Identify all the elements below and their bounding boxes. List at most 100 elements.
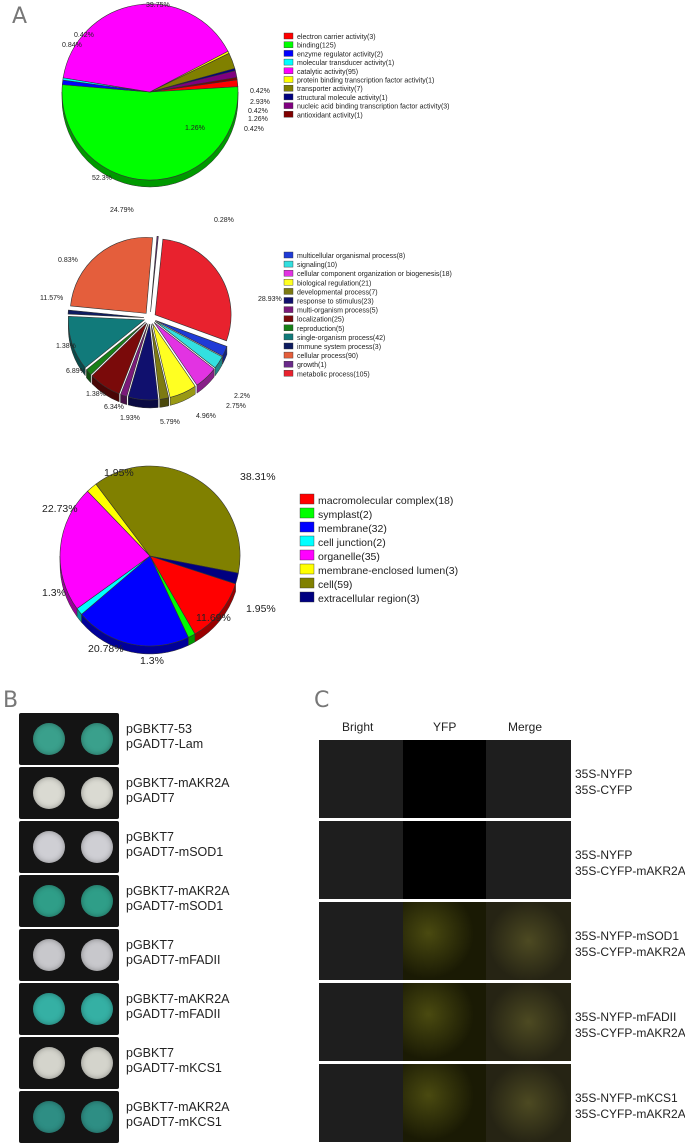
pie-percent-label: 0.42% <box>248 108 268 115</box>
yfp-image <box>403 1064 488 1142</box>
pie-percent-label: 0.42% <box>244 126 264 133</box>
pie-percent-label: 0.83% <box>58 257 78 264</box>
pie-slice <box>61 84 239 181</box>
pie-percent-label: 22.73% <box>42 503 78 515</box>
yfp-image <box>403 983 488 1061</box>
legend-entry: cellular process(90) <box>297 353 358 360</box>
legend-entry: enzyme regulator activity(2) <box>297 51 383 58</box>
pie-percent-label: 1.95% <box>246 603 276 615</box>
header-yfp: YFP <box>433 720 457 734</box>
header-merge: Merge <box>508 720 543 734</box>
bait-construct: pGBKT7 <box>126 1046 174 1060</box>
bifc-construct-label: 35S-NYFP 35S-CYFP-mAKR2A <box>575 847 685 879</box>
pie-percent-label: 1.95% <box>104 467 134 479</box>
legend-swatch <box>283 41 294 48</box>
merge-image <box>486 1064 571 1142</box>
pie-chart-cellular-component: 11.69% 1.3% 20.78% 1.3% 22.73% 1.95% 38.31% 1.9… <box>42 465 458 667</box>
legend-entry: organelle(35) <box>318 551 380 563</box>
prey-construct: pGADT7-mFADII <box>126 1007 221 1021</box>
pie-percent-label: 2.75% <box>226 403 246 410</box>
panel-a-label: A <box>12 4 28 29</box>
nyfp-construct: 35S-NYFP-mKCS1 <box>575 1091 678 1105</box>
pie-percent-label: 20.78% <box>88 643 124 655</box>
bait-construct: pGBKT7-mAKR2A <box>126 992 230 1006</box>
legend-swatch <box>299 521 315 533</box>
nyfp-construct: 35S-NYFP-mSOD1 <box>575 929 680 943</box>
legend-entry: cellular component organization or bioge… <box>297 271 452 278</box>
legend-swatch <box>299 507 315 519</box>
yeast-colony <box>33 831 65 863</box>
bait-construct: pGBKT7-mAKR2A <box>126 884 230 898</box>
legend-entry: reproduction(5) <box>297 326 344 333</box>
legend-entry: transporter activity(7) <box>297 86 363 93</box>
cyfp-construct: 35S-CYFP <box>575 783 633 797</box>
pie-percent-label: 4.96% <box>196 413 216 420</box>
pie-percent-label: 6.34% <box>104 404 124 411</box>
legend-entry: molecular transducer activity(1) <box>297 60 394 67</box>
pie-percent-label: 0.28% <box>214 217 234 224</box>
pie-percent-label: 1.26% <box>248 116 268 123</box>
legend-swatch <box>283 270 294 277</box>
legend-swatch <box>283 315 294 322</box>
legend-entry: binding(125) <box>297 43 336 50</box>
cyfp-construct: 35S-CYFP-mAKR2A <box>575 945 685 959</box>
yeast-plate-image <box>19 713 119 765</box>
nyfp-construct: 35S-NYFP <box>575 767 633 781</box>
nyfp-construct: 35S-NYFP <box>575 848 633 862</box>
legend-swatch <box>299 493 315 505</box>
legend-swatch <box>299 591 315 603</box>
merge-image <box>486 740 571 818</box>
bright-field-image <box>319 740 404 818</box>
pie-slice <box>149 555 239 585</box>
pie-slice <box>81 555 189 647</box>
legend-swatch <box>283 370 294 377</box>
legend-entry: cell(59) <box>318 579 352 591</box>
pie-percent-label: 52.3% <box>92 175 112 182</box>
yeast-colony <box>81 885 113 917</box>
merge-image <box>486 902 571 980</box>
legend-entry: response to stimulus(23) <box>297 299 374 306</box>
pie-percent-label: 28.93% <box>258 296 282 303</box>
bait-construct: pGBKT7-mAKR2A <box>126 776 230 790</box>
prey-construct: pGADT7 <box>126 791 175 805</box>
pie-percent-label: 1.26% <box>185 125 205 132</box>
yeast-colony <box>81 777 113 809</box>
yeast-plate-image <box>19 929 119 981</box>
legend-entry: membrane-enclosed lumen(3) <box>318 565 458 577</box>
bifc-construct-label: 35S-NYFP-mKCS1 35S-CYFP-mAKR2A <box>575 1090 685 1122</box>
bait-construct: pGBKT7-53 <box>126 722 193 736</box>
legend-swatch <box>283 111 294 118</box>
prey-construct: pGADT7-mSOD1 <box>126 845 224 859</box>
pie-slice <box>149 77 238 93</box>
yeast-plate-image <box>19 767 119 819</box>
pie-percent-label: 2.93% <box>250 99 270 106</box>
yeast-colony <box>33 993 65 1025</box>
pie-slice <box>154 238 232 342</box>
legend-entry: electron carrier activity(3) <box>297 34 376 41</box>
panel-b-label: B <box>3 688 19 713</box>
construct-pair-label: pGBKT7-mAKR2A pGADT7-mKCS1 <box>126 1100 230 1130</box>
legend-entry: multi-organism process(5) <box>297 308 378 315</box>
pie-percent-label: 5.79% <box>160 419 180 426</box>
pie-percent-label: 1.93% <box>120 415 140 422</box>
legend-entry: localization(25) <box>297 317 344 324</box>
pie-percent-label: 2.2% <box>234 393 250 400</box>
prey-construct: pGADT7-mFADII <box>126 953 221 967</box>
cyfp-construct: 35S-CYFP-mAKR2A <box>575 1026 685 1040</box>
legend-swatch <box>283 251 294 259</box>
pie-percent-label: 39.75% <box>146 2 170 9</box>
pie-slice <box>154 320 223 369</box>
yeast-plate-image <box>19 821 119 873</box>
pie-percent-label: 6.89% <box>66 368 86 375</box>
pie-slice <box>95 465 241 574</box>
pie-percent-label: 1.3% <box>42 587 66 599</box>
pie-slice <box>152 323 196 398</box>
panel-a-charts: 1.26% 52.3% 0.84% 0.42% 39.75% 0.42% 2.93% 0.42… <box>40 2 458 667</box>
legend-swatch <box>299 563 315 575</box>
legend-swatch <box>283 84 294 92</box>
pie-percent-label: 11.69% <box>196 612 231 624</box>
legend-swatch <box>283 306 294 313</box>
yeast-plate-image <box>19 1091 119 1143</box>
legend-entry: cell junction(2) <box>318 537 386 549</box>
legend-entry: growth(1) <box>297 362 327 369</box>
